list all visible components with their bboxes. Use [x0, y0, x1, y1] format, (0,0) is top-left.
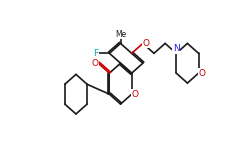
Text: Me: Me: [115, 30, 126, 39]
Text: O: O: [132, 90, 139, 99]
Text: F: F: [93, 49, 98, 58]
Text: O: O: [198, 69, 205, 78]
Text: N: N: [173, 44, 180, 53]
Text: O: O: [143, 39, 150, 48]
Text: O: O: [91, 59, 98, 68]
